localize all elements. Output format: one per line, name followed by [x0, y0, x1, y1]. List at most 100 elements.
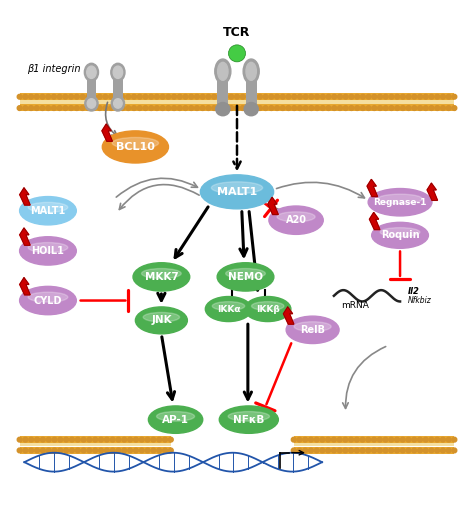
- Circle shape: [149, 106, 154, 110]
- Circle shape: [366, 94, 371, 99]
- Circle shape: [286, 94, 291, 99]
- Ellipse shape: [113, 66, 123, 78]
- Circle shape: [418, 94, 422, 99]
- Circle shape: [155, 94, 159, 99]
- Circle shape: [97, 106, 102, 110]
- Circle shape: [81, 448, 86, 453]
- Circle shape: [343, 106, 348, 110]
- Circle shape: [429, 106, 434, 110]
- FancyBboxPatch shape: [294, 443, 455, 446]
- Circle shape: [109, 106, 113, 110]
- Ellipse shape: [378, 194, 422, 204]
- Ellipse shape: [216, 103, 230, 116]
- Circle shape: [297, 437, 302, 442]
- Circle shape: [75, 448, 80, 453]
- Circle shape: [240, 106, 245, 110]
- Circle shape: [435, 106, 439, 110]
- Ellipse shape: [380, 228, 420, 237]
- Text: NFκB: NFκB: [233, 415, 264, 425]
- Ellipse shape: [243, 59, 259, 84]
- Circle shape: [235, 106, 239, 110]
- Ellipse shape: [85, 96, 98, 111]
- FancyBboxPatch shape: [294, 436, 455, 443]
- Circle shape: [58, 437, 63, 442]
- Circle shape: [177, 94, 182, 99]
- Circle shape: [120, 106, 125, 110]
- Circle shape: [401, 437, 405, 442]
- Circle shape: [337, 437, 342, 442]
- Circle shape: [361, 94, 365, 99]
- Circle shape: [229, 94, 234, 99]
- Circle shape: [201, 106, 205, 110]
- Circle shape: [326, 437, 330, 442]
- Text: β1 integrin: β1 integrin: [27, 64, 80, 74]
- Circle shape: [35, 448, 39, 453]
- Circle shape: [355, 106, 359, 110]
- Circle shape: [412, 106, 417, 110]
- Circle shape: [139, 437, 144, 442]
- Circle shape: [257, 94, 262, 99]
- Circle shape: [35, 106, 39, 110]
- Circle shape: [177, 106, 182, 110]
- Circle shape: [29, 94, 33, 99]
- Circle shape: [389, 448, 393, 453]
- Polygon shape: [20, 188, 30, 205]
- Text: IKKβ: IKKβ: [256, 304, 280, 314]
- Circle shape: [361, 106, 365, 110]
- Circle shape: [149, 94, 154, 99]
- Ellipse shape: [148, 406, 203, 433]
- Circle shape: [97, 94, 102, 99]
- Text: mRNA: mRNA: [341, 301, 369, 310]
- Circle shape: [93, 448, 98, 453]
- Circle shape: [337, 94, 342, 99]
- Circle shape: [383, 94, 388, 99]
- Circle shape: [240, 94, 245, 99]
- Circle shape: [401, 448, 405, 453]
- Circle shape: [406, 106, 411, 110]
- Circle shape: [349, 437, 354, 442]
- Circle shape: [80, 106, 85, 110]
- Ellipse shape: [286, 316, 339, 344]
- Circle shape: [423, 448, 428, 453]
- Circle shape: [355, 437, 359, 442]
- Circle shape: [116, 437, 121, 442]
- Circle shape: [389, 437, 393, 442]
- Circle shape: [447, 106, 451, 110]
- Circle shape: [401, 106, 405, 110]
- Text: MALT1: MALT1: [217, 187, 257, 197]
- Circle shape: [139, 448, 144, 453]
- Circle shape: [29, 437, 34, 442]
- Circle shape: [74, 94, 79, 99]
- Circle shape: [257, 106, 262, 110]
- Circle shape: [189, 94, 193, 99]
- FancyBboxPatch shape: [19, 104, 455, 111]
- Circle shape: [395, 94, 400, 99]
- Circle shape: [412, 94, 417, 99]
- Circle shape: [81, 437, 86, 442]
- Circle shape: [275, 106, 279, 110]
- Circle shape: [418, 448, 422, 453]
- Ellipse shape: [112, 137, 158, 149]
- Circle shape: [343, 94, 348, 99]
- Circle shape: [103, 106, 108, 110]
- Circle shape: [35, 437, 39, 442]
- Circle shape: [17, 106, 22, 110]
- Polygon shape: [268, 197, 278, 215]
- Circle shape: [326, 94, 331, 99]
- Circle shape: [189, 106, 193, 110]
- Circle shape: [122, 437, 127, 442]
- Circle shape: [87, 448, 92, 453]
- Circle shape: [91, 106, 96, 110]
- Circle shape: [441, 94, 445, 99]
- Circle shape: [406, 94, 411, 99]
- Circle shape: [349, 94, 354, 99]
- Circle shape: [23, 448, 28, 453]
- Circle shape: [69, 106, 73, 110]
- Circle shape: [115, 106, 119, 110]
- Ellipse shape: [228, 412, 270, 421]
- Circle shape: [343, 448, 348, 453]
- Circle shape: [160, 106, 165, 110]
- Circle shape: [168, 448, 173, 453]
- FancyBboxPatch shape: [19, 100, 455, 104]
- Circle shape: [70, 437, 74, 442]
